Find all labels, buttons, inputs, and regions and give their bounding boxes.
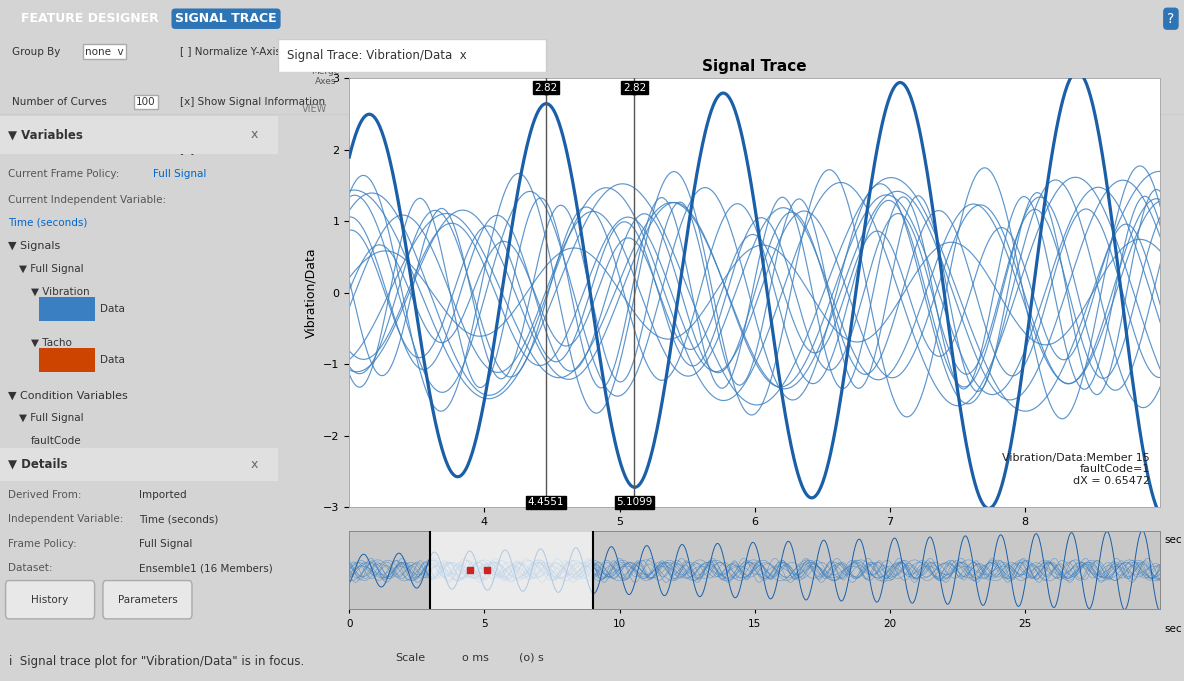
Text: [x] Vertical Cursor: [x] Vertical Cursor <box>367 144 462 154</box>
Bar <box>0 116 278 154</box>
Text: ▼ Full Signal: ▼ Full Signal <box>19 413 84 423</box>
Text: History: History <box>32 595 69 605</box>
Text: i  Signal trace plot for "Vibration/Data" is in focus.: i Signal trace plot for "Vibration/Data"… <box>9 654 304 668</box>
Text: Scale: Scale <box>395 652 425 663</box>
Text: (o) s: (o) s <box>520 652 545 663</box>
Text: 4.4551: 4.4551 <box>528 497 565 507</box>
Text: Current Independent Variable:: Current Independent Variable: <box>8 195 167 205</box>
Text: Signal Trace: Vibration/Data  x: Signal Trace: Vibration/Data x <box>288 48 466 62</box>
Text: Lock Vertical Spacing: Lock Vertical Spacing <box>556 97 668 107</box>
Text: VIEW: VIEW <box>302 104 327 114</box>
Text: Number of Curves: Number of Curves <box>12 97 107 107</box>
FancyBboxPatch shape <box>6 580 95 619</box>
Bar <box>39 347 95 372</box>
Bar <box>278 39 546 72</box>
Text: Vibration/Data:Member 15
faultCode=1
dX = 0.65472: Vibration/Data:Member 15 faultCode=1 dX … <box>1002 453 1150 486</box>
Bar <box>39 297 95 321</box>
Text: [ ] Normalize Y-Axis: [ ] Normalize Y-Axis <box>180 46 281 57</box>
Text: ▼ Vibration: ▼ Vibration <box>31 287 89 297</box>
Text: x: x <box>251 458 258 471</box>
Text: 2.82: 2.82 <box>623 82 646 93</box>
Text: ▼ Details: ▼ Details <box>8 458 67 471</box>
Text: [x] Show Signal Information: [x] Show Signal Information <box>180 97 326 107</box>
Text: ▼ Signals: ▼ Signals <box>8 241 60 251</box>
Text: ▼ Full Signal: ▼ Full Signal <box>19 264 84 274</box>
Text: [ ] Horizontal Cursor: [ ] Horizontal Cursor <box>367 97 474 107</box>
Text: sec: sec <box>1164 624 1182 633</box>
Text: x: x <box>251 128 258 141</box>
Text: Merge
Axes: Merge Axes <box>311 67 340 86</box>
Text: Parameters: Parameters <box>117 595 178 605</box>
Text: Derived From:: Derived From: <box>8 490 82 500</box>
Text: ?: ? <box>1167 12 1175 26</box>
X-axis label: Time: Time <box>740 533 770 545</box>
Bar <box>431 531 593 609</box>
Text: Dataset:: Dataset: <box>8 563 53 573</box>
Text: SIGNAL TRACE: SIGNAL TRACE <box>175 12 277 25</box>
Y-axis label: Vibration/Data: Vibration/Data <box>304 247 317 338</box>
Text: Full Signal: Full Signal <box>153 170 206 179</box>
Text: ▼ Condition Variables: ▼ Condition Variables <box>8 391 128 400</box>
Text: FEATURE DESIGNER: FEATURE DESIGNER <box>21 12 159 25</box>
Text: Imported: Imported <box>140 490 187 500</box>
Text: [2.5] Data Cursors: [2.5] Data Cursors <box>367 46 463 57</box>
Text: Data: Data <box>101 355 126 365</box>
Text: 5.1099: 5.1099 <box>617 497 652 507</box>
Text: Group By: Group By <box>12 46 60 57</box>
Text: Time (seconds): Time (seconds) <box>8 218 88 228</box>
Text: Full Signal: Full Signal <box>140 539 193 549</box>
Text: Data: Data <box>101 304 126 314</box>
Text: Time (seconds): Time (seconds) <box>140 514 219 524</box>
Text: none  v: none v <box>85 46 124 57</box>
Text: sec: sec <box>1164 535 1182 545</box>
Text: faultCode: faultCode <box>31 436 82 446</box>
Text: o ms: o ms <box>462 652 489 663</box>
Text: 100: 100 <box>136 97 156 107</box>
Text: Current Frame Policy:: Current Frame Policy: <box>8 170 120 179</box>
FancyBboxPatch shape <box>103 580 192 619</box>
Text: [x] Show Panner: [x] Show Panner <box>180 144 265 154</box>
Text: Frame Policy:: Frame Policy: <box>8 539 77 549</box>
Text: Independent Variable:: Independent Variable: <box>8 514 123 524</box>
Bar <box>0 448 278 481</box>
Text: ▼ Variables: ▼ Variables <box>8 128 83 141</box>
Text: CURSORS: CURSORS <box>545 104 592 114</box>
Text: ▼ Tacho: ▼ Tacho <box>31 338 71 348</box>
Title: Signal Trace: Signal Trace <box>702 59 807 74</box>
Text: Ensemble1 (16 Members): Ensemble1 (16 Members) <box>140 563 272 573</box>
Text: 2.82: 2.82 <box>534 82 558 93</box>
Text: Lock Horizontal Spacing: Lock Horizontal Spacing <box>556 144 682 154</box>
